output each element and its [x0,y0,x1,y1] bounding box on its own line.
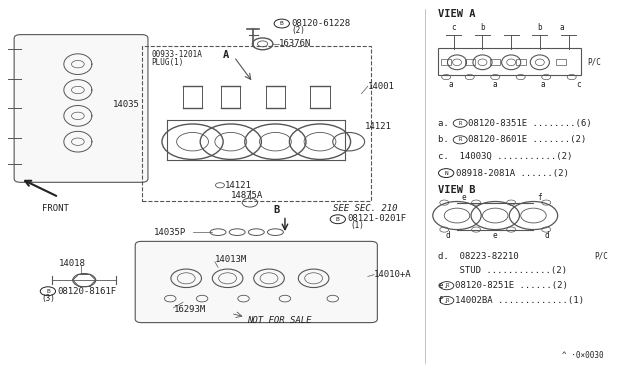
Text: VIEW B: VIEW B [438,185,476,195]
Text: d: d [545,231,549,240]
Text: c: c [451,23,456,32]
Text: 14121: 14121 [365,122,392,131]
Text: (2): (2) [291,26,305,35]
Text: c.  14003Q ...........(2): c. 14003Q ...........(2) [438,152,572,161]
Text: 08918-2081A ......(2): 08918-2081A ......(2) [456,169,568,177]
Text: 14035P: 14035P [154,228,186,237]
Text: a: a [448,80,453,89]
Text: R: R [459,121,462,126]
Text: e: e [461,193,466,202]
Text: f.: f. [438,296,460,305]
Text: P/C: P/C [588,58,602,67]
Text: b: b [538,23,542,32]
Text: d: d [445,231,450,240]
Text: a: a [493,80,497,89]
Text: R: R [445,283,449,288]
Text: R: R [459,137,462,142]
Text: e: e [493,231,497,240]
Text: B: B [273,205,280,215]
Text: (1): (1) [351,221,364,230]
Text: 14121: 14121 [225,182,252,190]
Bar [141,46,371,201]
Text: FRONT: FRONT [42,203,69,213]
Bar [516,60,526,65]
Text: 08120-8251E ......(2): 08120-8251E ......(2) [455,281,568,290]
Text: 08120-8601E .......(2): 08120-8601E .......(2) [468,135,587,144]
Text: 14013M: 14013M [215,255,247,264]
Text: e.: e. [438,281,460,290]
Bar [441,60,451,65]
Text: 16293M: 16293M [173,305,205,314]
Text: B: B [336,217,340,222]
FancyBboxPatch shape [135,241,378,323]
Text: 14001: 14001 [368,82,395,91]
Text: PLUG(1): PLUG(1) [151,58,184,67]
Text: b.: b. [438,135,460,144]
Text: b: b [480,23,485,32]
Text: B: B [46,289,50,294]
Text: d.  08223-82210: d. 08223-82210 [438,251,518,261]
Text: a: a [541,80,545,89]
Bar [556,60,566,65]
Text: P/C: P/C [594,251,608,261]
Text: f: f [538,193,542,202]
Text: (3): (3) [41,294,55,303]
Text: 08121-0201F: 08121-0201F [348,214,406,222]
Text: ^ ·0×0030: ^ ·0×0030 [562,351,604,360]
Bar [438,48,581,75]
Text: 08120-8351E ........(6): 08120-8351E ........(6) [468,119,592,128]
Text: STUD ............(2): STUD ............(2) [438,266,567,275]
FancyBboxPatch shape [14,35,148,182]
Text: a.: a. [438,119,460,128]
Text: a: a [560,23,564,32]
Text: 08120-8161F: 08120-8161F [58,287,116,296]
Text: A: A [223,50,229,60]
Text: 14035: 14035 [113,100,140,109]
Text: 14018: 14018 [59,259,86,268]
Text: R: R [445,298,449,303]
Text: SEE SEC. 210: SEE SEC. 210 [333,203,397,213]
Bar [490,60,500,65]
Text: c: c [576,80,580,89]
Text: VIEW A: VIEW A [438,9,476,19]
Bar [465,60,475,65]
Text: B: B [280,21,284,26]
Text: 14010+A: 14010+A [374,270,412,279]
Text: 08120-61228: 08120-61228 [291,19,351,28]
Text: NOT FOR SALE: NOT FOR SALE [246,316,311,325]
Text: 16376N: 16376N [278,39,311,48]
Text: 00933-1201A: 00933-1201A [151,51,202,60]
Text: 14875A: 14875A [231,191,263,200]
Text: 14002BA .............(1): 14002BA .............(1) [455,296,584,305]
Text: N: N [444,171,448,176]
